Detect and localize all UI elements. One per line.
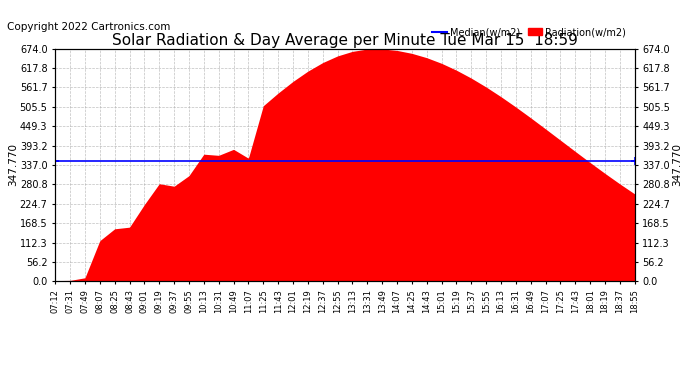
Title: Solar Radiation & Day Average per Minute Tue Mar 15  18:59: Solar Radiation & Day Average per Minute… <box>112 33 578 48</box>
Y-axis label: 347.770: 347.770 <box>671 144 682 186</box>
Legend: Median(w/m2), Radiation(w/m2): Median(w/m2), Radiation(w/m2) <box>428 23 630 41</box>
Y-axis label: 347.770: 347.770 <box>8 144 19 186</box>
Text: Copyright 2022 Cartronics.com: Copyright 2022 Cartronics.com <box>7 22 170 33</box>
